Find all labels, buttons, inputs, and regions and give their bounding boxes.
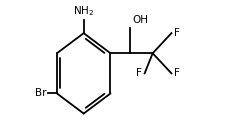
Text: F: F (136, 68, 142, 78)
Text: F: F (174, 28, 180, 38)
Text: F: F (174, 68, 180, 78)
Text: Br: Br (35, 89, 46, 99)
Text: OH: OH (133, 15, 149, 25)
Text: NH$_2$: NH$_2$ (73, 4, 94, 18)
